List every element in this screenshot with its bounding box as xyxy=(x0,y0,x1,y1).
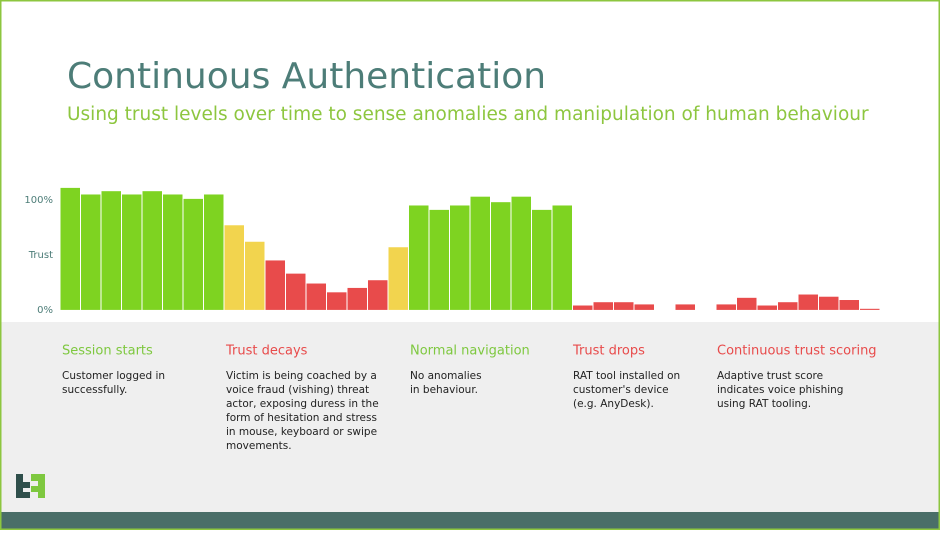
bar xyxy=(101,191,121,310)
subtitle: Using trust levels over time to sense an… xyxy=(67,104,869,125)
bar xyxy=(737,297,757,310)
phase-text: in behaviour. xyxy=(410,384,478,396)
phase-text: Customer logged in xyxy=(62,370,165,382)
bar xyxy=(81,194,101,310)
bar xyxy=(306,283,326,310)
bar xyxy=(819,296,839,310)
bar xyxy=(163,194,183,310)
bar xyxy=(614,302,634,310)
phase-title: Normal navigation xyxy=(410,344,530,359)
phase-text: Victim is being coached by a xyxy=(226,370,377,382)
bar xyxy=(532,209,552,310)
lower-panel xyxy=(0,322,940,512)
bar xyxy=(675,304,695,310)
bar xyxy=(491,202,511,310)
phase-title: Continuous trust scoring xyxy=(717,344,877,359)
phase-text: voice fraud (vishing) threat xyxy=(226,384,369,396)
phase-title: Trust drops xyxy=(572,344,645,359)
bar xyxy=(245,241,265,310)
phase-text: indicates voice phishing xyxy=(717,384,843,396)
bar xyxy=(265,260,285,310)
bar xyxy=(388,247,408,310)
bar xyxy=(798,294,818,310)
y-tick-label: 100% xyxy=(24,195,53,206)
bar xyxy=(552,205,572,310)
phase-text: RAT tool installed on xyxy=(573,370,680,382)
phase-text: No anomalies xyxy=(410,370,482,382)
bar xyxy=(839,300,859,310)
phase-text: using RAT tooling. xyxy=(717,398,811,410)
y-tick-label: Trust xyxy=(28,250,53,261)
bar xyxy=(409,205,429,310)
footer-bar xyxy=(0,512,940,530)
phase-text: in mouse, keyboard or swipe xyxy=(226,426,377,438)
bar xyxy=(573,305,593,310)
bar xyxy=(511,196,531,310)
phase-text: movements. xyxy=(226,440,292,452)
bar xyxy=(450,205,470,310)
bar xyxy=(757,305,777,310)
bar xyxy=(286,273,306,310)
bar xyxy=(204,194,224,310)
bar xyxy=(470,196,490,310)
bar xyxy=(60,187,80,310)
phase-text: (e.g. AnyDesk). xyxy=(573,398,654,410)
bar xyxy=(327,292,347,310)
bar xyxy=(368,280,388,310)
bar xyxy=(224,225,244,310)
logo xyxy=(16,474,45,498)
phase-text: Adaptive trust score xyxy=(717,370,823,382)
phase-text: customer's device xyxy=(573,384,669,396)
phase-text: actor, exposing duress in the xyxy=(226,398,379,410)
bar xyxy=(860,308,880,310)
bar xyxy=(183,198,203,310)
bar xyxy=(142,191,162,310)
phase-text: successfully. xyxy=(62,384,127,396)
bar xyxy=(347,287,367,310)
bar xyxy=(429,209,449,310)
phase-title: Trust decays xyxy=(225,344,308,359)
bar xyxy=(122,194,142,310)
bar xyxy=(634,304,654,310)
bar xyxy=(778,302,798,310)
bar xyxy=(593,302,613,310)
y-tick-label: 0% xyxy=(37,305,53,316)
bar xyxy=(716,304,736,310)
title: Continuous Authentication xyxy=(67,56,546,97)
phase-title: Session starts xyxy=(62,344,153,359)
phase-text: form of hesitation and stress xyxy=(226,412,377,424)
